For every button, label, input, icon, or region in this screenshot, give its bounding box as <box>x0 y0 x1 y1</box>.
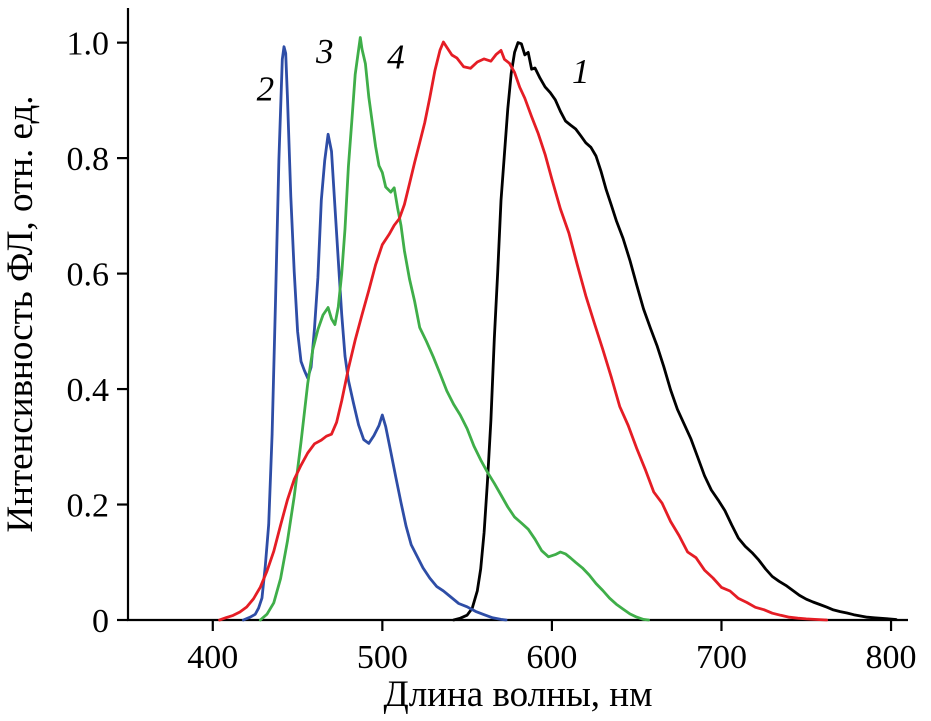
axes <box>126 8 908 622</box>
x-tick-label: 600 <box>526 639 577 676</box>
x-tick-label: 800 <box>866 639 917 676</box>
y-tick-label: 0.4 <box>67 372 110 409</box>
curve-label-3: 3 <box>315 32 334 71</box>
y-tick-label: 0 <box>92 603 109 640</box>
tick-labels: 400 500 600 700 800 0 0.2 0.4 0.6 0.8 1.0 <box>67 26 917 676</box>
curve-label-4: 4 <box>387 38 405 77</box>
curve-label-2: 2 <box>257 69 275 108</box>
x-tick-label: 500 <box>357 639 408 676</box>
axis-spines <box>126 8 908 622</box>
axis-ticks <box>117 41 893 631</box>
y-tick-label: 0.8 <box>67 141 110 178</box>
curve-3 <box>258 36 650 622</box>
x-axis-label: Длина волны, нм <box>383 674 652 715</box>
y-axis-label: Интенсивность ФЛ, отн. ед. <box>0 95 41 532</box>
y-tick-label: 1.0 <box>67 26 110 63</box>
curve-number-labels: 1 2 3 4 <box>257 32 590 109</box>
curve-4 <box>218 40 828 622</box>
curve-1 <box>452 41 898 622</box>
x-tick-label: 400 <box>187 639 238 676</box>
curve-label-1: 1 <box>572 52 590 91</box>
series-curves <box>218 36 898 622</box>
y-tick-label: 0.6 <box>67 257 110 294</box>
y-tick-label: 0.2 <box>67 488 110 525</box>
x-tick-label: 700 <box>696 639 747 676</box>
